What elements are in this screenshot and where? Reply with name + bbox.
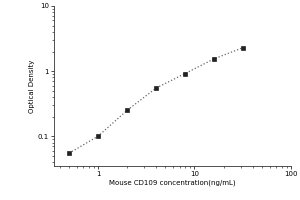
X-axis label: Mouse CD109 concentration(ng/mL): Mouse CD109 concentration(ng/mL) (109, 180, 236, 186)
Y-axis label: Optical Density: Optical Density (29, 59, 35, 113)
